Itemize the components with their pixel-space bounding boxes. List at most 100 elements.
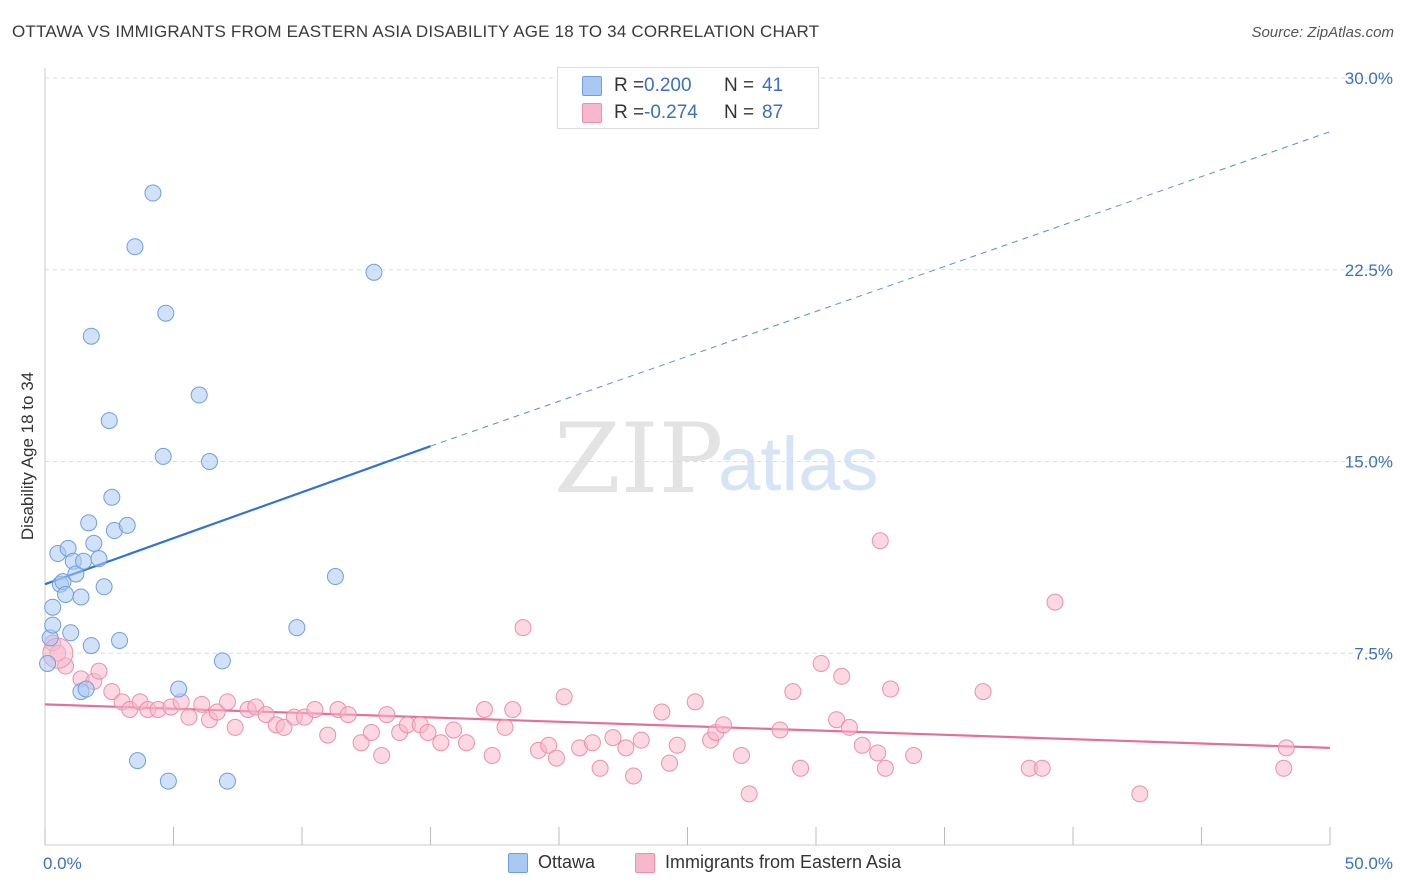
immigrants-point <box>625 767 643 785</box>
stats-row-immigrants: R = -0.274 N = 87 <box>582 101 802 125</box>
chart-title: OTTAWA VS IMMIGRANTS FROM EASTERN ASIA D… <box>12 22 820 41</box>
ottawa-point <box>44 598 62 616</box>
r-value: -0.274 <box>644 102 698 123</box>
immigrants-point <box>226 718 244 736</box>
ottawa-point <box>118 516 136 534</box>
ottawa-swatch <box>582 76 602 96</box>
legend-item-ottawa: Ottawa <box>508 852 595 873</box>
y-axis-label: Disability Age 18 to 34 <box>18 372 37 540</box>
immigrants-point <box>257 706 275 724</box>
y-tick-label: 30.0% <box>1345 69 1393 88</box>
immigrants-point <box>504 700 522 718</box>
x-tick-label: 50.0% <box>1345 854 1393 873</box>
y-tick-label: 15.0% <box>1345 453 1393 472</box>
ottawa-point <box>77 680 95 698</box>
ottawa-point <box>126 238 144 256</box>
immigrants-point <box>339 706 357 724</box>
chart-legend: Ottawa Immigrants from Eastern Asia <box>0 852 1406 876</box>
immigrants-legend-swatch <box>635 852 655 873</box>
immigrants-point <box>1046 593 1064 611</box>
n-label: N = <box>724 102 755 123</box>
immigrants-point <box>876 759 894 777</box>
immigrants-point <box>1033 759 1051 777</box>
y-tick-labels: 7.5% 15.0% 22.5% 30.0% <box>1345 69 1393 663</box>
ottawa-point <box>326 568 344 586</box>
immigrants-point <box>547 749 565 767</box>
immigrants-point <box>869 744 887 762</box>
immigrants-point <box>871 532 889 550</box>
ottawa-point <box>218 772 236 790</box>
legend-item-immigrants: Immigrants from Eastern Asia <box>635 852 901 873</box>
ottawa-point <box>85 534 103 552</box>
immigrants-point <box>661 754 679 772</box>
ottawa-point <box>129 752 147 770</box>
immigrants-point <box>457 734 475 752</box>
immigrants-point <box>514 619 532 637</box>
stats-legend: R = 0.200 N = 41 R = -0.274 N = 87 <box>557 67 819 129</box>
immigrants-point <box>208 703 226 721</box>
immigrants-point <box>555 688 573 706</box>
r-label: R = <box>614 102 645 123</box>
ottawa-point <box>72 588 90 606</box>
ottawa-point <box>365 263 383 281</box>
immigrants-point <box>373 747 391 765</box>
immigrants-point <box>90 662 108 680</box>
n-value: 41 <box>762 75 784 96</box>
ottawa-point <box>144 184 162 202</box>
ottawa-point <box>200 453 218 470</box>
immigrants-point <box>583 734 601 752</box>
ottawa-point <box>90 550 108 568</box>
immigrants-point <box>306 700 324 718</box>
immigrants-point <box>180 708 198 726</box>
ottawa-point <box>39 654 57 672</box>
ottawa-point <box>103 488 121 506</box>
immigrants-point <box>483 747 501 765</box>
y-tick-label: 22.5% <box>1345 261 1393 280</box>
immigrants-point <box>905 747 923 765</box>
ottawa-point <box>111 631 129 649</box>
immigrants-point <box>419 724 437 742</box>
ottawa-point <box>95 578 113 596</box>
stats-row-ottawa: R = 0.200 N = 41 <box>582 74 802 98</box>
immigrants-point <box>445 721 463 739</box>
ottawa-point <box>100 412 118 430</box>
immigrants-point <box>591 759 609 777</box>
immigrants-point <box>1277 739 1295 757</box>
ottawa-point <box>213 652 231 670</box>
ottawa-point <box>288 619 306 637</box>
immigrants-point <box>974 683 992 701</box>
immigrants-point <box>275 718 293 736</box>
immigrants-point <box>319 726 337 744</box>
ottawa-legend-swatch <box>508 852 528 873</box>
immigrants-point <box>1131 785 1149 803</box>
immigrants-point <box>432 734 450 752</box>
ottawa-trend-line <box>44 445 431 586</box>
immigrants-point <box>828 711 846 729</box>
ottawa-point <box>157 304 175 322</box>
source-label: Source: ZipAtlas.com <box>1251 24 1394 41</box>
gridlines <box>45 77 1392 654</box>
immigrants-points <box>42 532 1295 803</box>
immigrants-point <box>617 739 635 757</box>
immigrants-point <box>362 724 380 742</box>
ottawa-point <box>57 585 75 603</box>
watermark-atlas: atlas <box>718 422 879 507</box>
legend-label-immigrants: Immigrants from Eastern Asia <box>665 852 902 872</box>
immigrants-point <box>792 759 810 777</box>
immigrants-point <box>352 734 370 752</box>
immigrants-point <box>668 736 686 754</box>
axes <box>44 68 1331 846</box>
immigrants-swatch <box>582 103 602 123</box>
r-value: 0.200 <box>644 75 692 96</box>
ottawa-point <box>170 680 188 698</box>
ottawa-point <box>154 447 172 465</box>
n-value: 87 <box>762 102 784 123</box>
immigrants-point <box>378 706 396 724</box>
immigrants-point <box>1275 759 1293 777</box>
immigrants-point <box>686 693 704 711</box>
immigrants-point <box>653 703 671 721</box>
legend-label-ottawa: Ottawa <box>538 852 596 872</box>
immigrants-point <box>882 680 900 698</box>
ottawa-point <box>62 624 80 642</box>
